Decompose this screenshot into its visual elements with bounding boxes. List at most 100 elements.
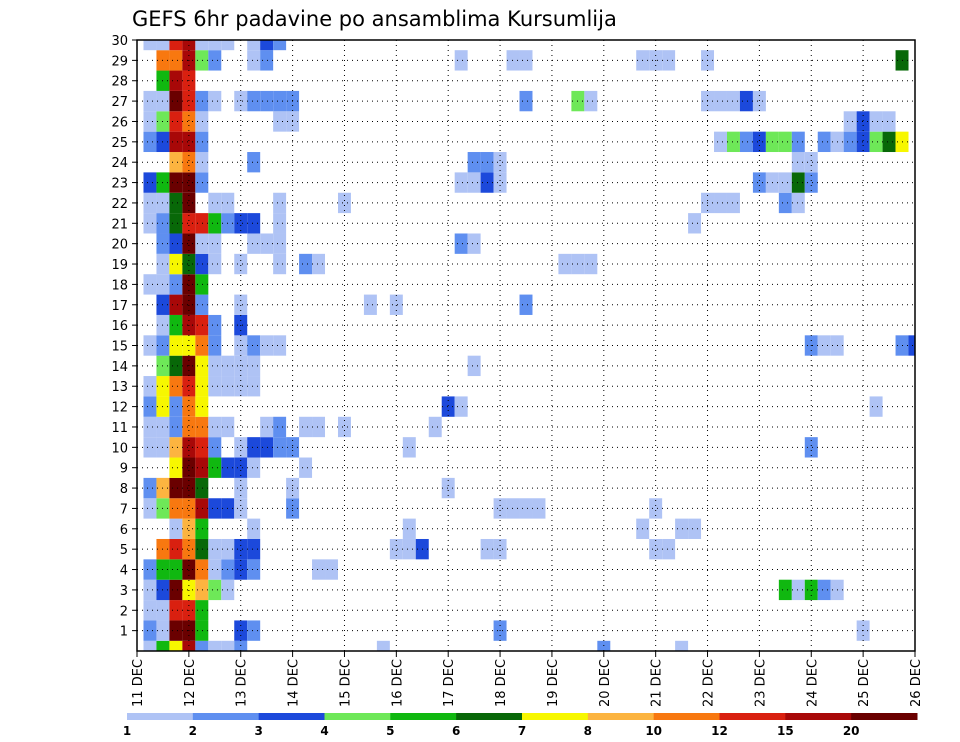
heatmap-cell <box>195 640 209 651</box>
heatmap-cell <box>195 518 209 539</box>
heatmap-cell <box>273 213 287 234</box>
y-tick-label: 12 <box>111 401 128 416</box>
heatmap-cell <box>688 213 702 234</box>
heatmap-cell <box>843 111 857 132</box>
heatmap-cell <box>182 498 196 519</box>
heatmap-cell <box>493 152 507 173</box>
heatmap-cell <box>169 355 183 377</box>
heatmap-cell <box>169 437 183 458</box>
heatmap-cell <box>182 131 196 153</box>
heatmap-cell <box>195 600 209 621</box>
heatmap-cell <box>195 90 209 112</box>
heatmap-cell <box>169 376 183 397</box>
heatmap-cell <box>169 274 183 295</box>
colorbar-swatch <box>324 713 391 720</box>
heatmap-cell <box>376 640 390 651</box>
heatmap-cell <box>312 253 326 275</box>
heatmap-cell <box>817 579 831 601</box>
heatmap-cell <box>169 172 183 193</box>
heatmap-cell <box>169 192 183 214</box>
heatmap-cell <box>182 579 196 601</box>
heatmap-cell <box>169 477 183 499</box>
colorbar-label: 1 <box>123 724 131 738</box>
heatmap-cell <box>195 172 209 193</box>
heatmap-cell <box>778 172 792 193</box>
heatmap-cell <box>182 559 196 580</box>
heatmap-cells <box>143 40 915 651</box>
heatmap-cell <box>467 152 481 173</box>
colorbar-label: 5 <box>386 724 394 738</box>
heatmap-cell <box>234 477 248 499</box>
heatmap-cell <box>143 498 157 519</box>
heatmap-cell <box>182 253 196 275</box>
heatmap-cell <box>195 40 209 51</box>
heatmap-cell <box>169 600 183 621</box>
colorbar-swatch <box>522 713 589 720</box>
heatmap-cell <box>143 437 157 458</box>
heatmap-cell <box>234 437 248 458</box>
heatmap-cell <box>234 559 248 580</box>
heatmap-cell <box>195 457 209 478</box>
heatmap-cell <box>143 335 157 356</box>
heatmap-cell <box>143 274 157 295</box>
heatmap-cell <box>247 335 261 356</box>
chart-title: GEFS 6hr padavine po ansamblima Kursumli… <box>132 7 617 31</box>
heatmap-cell <box>260 416 274 438</box>
heatmap-cell <box>752 90 766 112</box>
heatmap-cell <box>260 50 274 71</box>
heatmap-cell <box>662 50 676 71</box>
heatmap-cell <box>169 294 183 315</box>
y-tick-label: 16 <box>111 319 128 334</box>
heatmap-cell <box>584 90 598 112</box>
y-tick-label: 23 <box>111 177 128 192</box>
heatmap-cell <box>208 233 222 254</box>
heatmap-cell <box>234 294 248 315</box>
heatmap-cell <box>247 376 261 397</box>
heatmap-cell <box>182 457 196 478</box>
colorbar: 1 2 3 4 5 6 7 8 10 12 15 20 <box>123 713 918 738</box>
heatmap-cell <box>143 640 157 651</box>
heatmap-cell <box>169 498 183 519</box>
heatmap-cell <box>234 213 248 234</box>
heatmap-cell <box>778 579 792 601</box>
heatmap-cell <box>804 579 818 601</box>
heatmap-cell <box>856 131 870 153</box>
heatmap-cell <box>169 40 183 51</box>
heatmap-cell <box>519 294 533 315</box>
heatmap-cell <box>143 131 157 153</box>
heatmap-cell <box>208 559 222 580</box>
heatmap-cell <box>182 538 196 560</box>
heatmap-cell <box>662 538 676 560</box>
colorbar-swatch <box>127 713 194 720</box>
heatmap-cell <box>143 172 157 193</box>
heatmap-cell <box>182 294 196 315</box>
colorbar-swatch <box>192 713 260 720</box>
y-tick-label: 27 <box>111 95 128 110</box>
heatmap-cell <box>143 213 157 234</box>
heatmap-cell <box>325 559 338 580</box>
heatmap-cell <box>804 437 818 458</box>
heatmap-cell <box>195 274 209 295</box>
heatmap-cell <box>467 233 481 254</box>
colorbar-swatch <box>258 713 325 720</box>
heatmap-cell <box>273 416 287 438</box>
heatmap-cell <box>208 538 222 560</box>
colorbar-label: 3 <box>254 724 262 738</box>
heatmap-cell <box>519 498 533 519</box>
heatmap-cell <box>778 192 792 214</box>
x-tick-label: 18 DEC <box>494 659 509 707</box>
heatmap-cell <box>649 498 663 519</box>
heatmap-cell <box>169 233 183 254</box>
y-tick-label: 13 <box>111 380 128 395</box>
heatmap-cell <box>247 437 261 458</box>
heatmap-cell <box>869 396 883 417</box>
x-tick-label: 14 DEC <box>287 659 302 707</box>
y-tick-label: 14 <box>111 360 128 375</box>
heatmap-cell <box>169 396 183 417</box>
heatmap-cell <box>169 335 183 356</box>
y-tick-label: 17 <box>111 299 128 314</box>
heatmap-cell <box>156 40 170 51</box>
y-tick-label: 1 <box>120 625 128 640</box>
colorbar-swatch <box>653 713 720 720</box>
heatmap-cell <box>778 131 792 153</box>
